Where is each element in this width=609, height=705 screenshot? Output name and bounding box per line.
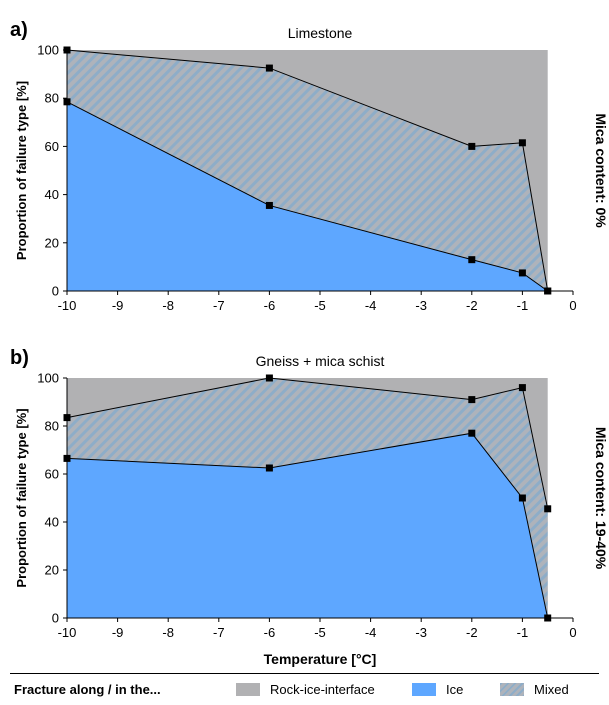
legend-label-ice: Ice bbox=[446, 682, 464, 697]
legend-item-interface: Rock-ice-interface bbox=[236, 682, 375, 697]
y-tick-label: 0 bbox=[52, 284, 59, 299]
x-tick-label: -3 bbox=[415, 625, 427, 640]
y-tick-label: 20 bbox=[45, 563, 59, 578]
x-tick-label: 0 bbox=[569, 625, 576, 640]
ice-area bbox=[67, 433, 548, 618]
interface-point-marker bbox=[518, 139, 526, 147]
legend-divider bbox=[10, 673, 599, 674]
interface-point-marker bbox=[265, 374, 273, 382]
x-tick-label: -5 bbox=[314, 298, 326, 313]
x-tick-label: -2 bbox=[466, 298, 478, 313]
x-tick-label: 0 bbox=[569, 298, 576, 313]
ice-point-marker bbox=[265, 464, 273, 472]
y-tick-label: 100 bbox=[37, 43, 59, 58]
x-axis-label: Temperature [°C] bbox=[264, 651, 377, 667]
x-tick-label: -7 bbox=[213, 298, 225, 313]
interface-point-marker bbox=[468, 142, 476, 150]
ice-point-marker bbox=[518, 269, 526, 277]
y-tick-label: 20 bbox=[45, 235, 59, 250]
legend-item-ice: Ice bbox=[412, 682, 463, 697]
interface-point-marker bbox=[265, 64, 273, 72]
x-tick-label: -1 bbox=[517, 298, 529, 313]
mica-content-label: Mica content: 19-40% bbox=[593, 427, 609, 570]
x-tick-label: -9 bbox=[112, 625, 124, 640]
y-tick-label: 80 bbox=[45, 91, 59, 106]
y-tick-label: 40 bbox=[45, 187, 59, 202]
panel-label: b) bbox=[10, 347, 29, 369]
panel-label: a) bbox=[10, 19, 28, 41]
x-tick-label: -6 bbox=[264, 298, 276, 313]
legend-swatch-ice bbox=[412, 683, 436, 696]
x-tick-label: -5 bbox=[314, 625, 326, 640]
y-tick-label: 60 bbox=[45, 467, 59, 482]
x-tick-label: -6 bbox=[264, 625, 276, 640]
ice-point-marker bbox=[468, 256, 476, 264]
y-axis-label: Proportion of failure type [%] bbox=[14, 81, 29, 260]
y-tick-label: 60 bbox=[45, 139, 59, 154]
x-tick-label: -4 bbox=[365, 298, 377, 313]
x-tick-label: -4 bbox=[365, 625, 377, 640]
ice-point-marker bbox=[265, 201, 273, 209]
legend-title: Fracture along / in the... bbox=[14, 682, 161, 697]
x-tick-label: -1 bbox=[517, 625, 529, 640]
y-tick-label: 40 bbox=[45, 515, 59, 530]
interface-point-marker bbox=[544, 505, 552, 513]
chart-title: Limestone bbox=[288, 25, 353, 41]
legend-label-interface: Rock-ice-interface bbox=[270, 682, 375, 697]
x-tick-label: -9 bbox=[112, 298, 124, 313]
x-tick-label: -2 bbox=[466, 625, 478, 640]
x-tick-label: -7 bbox=[213, 625, 225, 640]
y-tick-label: 80 bbox=[45, 419, 59, 434]
y-axis-label: Proportion of failure type [%] bbox=[14, 408, 29, 587]
legend-swatch-mixed bbox=[500, 683, 524, 696]
y-tick-label: 0 bbox=[52, 611, 59, 626]
ice-point-marker bbox=[468, 429, 476, 437]
x-tick-label: -10 bbox=[58, 625, 77, 640]
mica-content-label: Mica content: 0% bbox=[593, 113, 609, 228]
interface-point-marker bbox=[468, 396, 476, 404]
mixed-area bbox=[67, 50, 548, 291]
x-tick-label: -10 bbox=[58, 298, 77, 313]
mixed-area bbox=[67, 378, 548, 618]
interface-point-marker bbox=[518, 384, 526, 392]
legend-swatch-interface bbox=[236, 683, 260, 696]
legend-item-mixed: Mixed bbox=[500, 682, 569, 697]
ice-area bbox=[67, 101, 548, 291]
legend-label-mixed: Mixed bbox=[534, 682, 569, 697]
x-tick-label: -3 bbox=[415, 298, 427, 313]
ice-point-marker bbox=[518, 494, 526, 502]
y-tick-label: 100 bbox=[37, 371, 59, 386]
x-tick-label: -8 bbox=[162, 298, 174, 313]
chart-title: Gneiss + mica schist bbox=[256, 353, 385, 369]
x-tick-label: -8 bbox=[162, 625, 174, 640]
